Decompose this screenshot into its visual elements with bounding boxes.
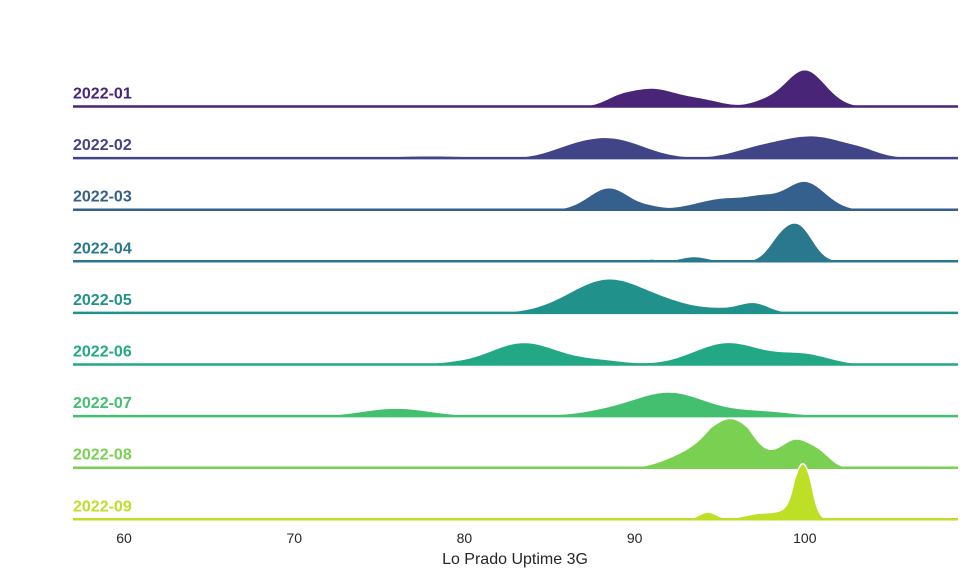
ridge-area bbox=[73, 222, 958, 263]
row-label: 2022-01 bbox=[73, 86, 132, 103]
ridge-2022-02: 2022-02 bbox=[73, 134, 959, 160]
ridge-2022-03: 2022-03 bbox=[73, 180, 958, 211]
ridge-area bbox=[73, 134, 959, 159]
ridge-2022-07: 2022-07 bbox=[73, 391, 958, 418]
row-label: 2022-05 bbox=[73, 292, 132, 309]
row-label: 2022-04 bbox=[73, 240, 132, 257]
x-axis-title: Lo Prado Uptime 3G bbox=[442, 551, 588, 568]
ridge-2022-06: 2022-06 bbox=[73, 341, 958, 366]
x-tick-label: 100 bbox=[793, 530, 817, 546]
ridge-area bbox=[73, 68, 958, 108]
row-label: 2022-07 bbox=[73, 395, 132, 412]
row-label: 2022-09 bbox=[73, 498, 132, 515]
row-label: 2022-08 bbox=[73, 447, 132, 464]
ridge-area bbox=[73, 391, 958, 417]
ridge-2022-09: 2022-09 bbox=[73, 462, 958, 521]
ridge-2022-04: 2022-04 bbox=[73, 222, 958, 263]
row-label: 2022-06 bbox=[73, 344, 132, 361]
ridge-2022-08: 2022-08 bbox=[73, 417, 958, 469]
ridge-area bbox=[73, 341, 958, 366]
x-tick-label: 60 bbox=[116, 530, 132, 546]
x-axis: 60 70 80 90 100 bbox=[116, 530, 816, 546]
row-label: 2022-03 bbox=[73, 189, 132, 206]
ridge-area bbox=[73, 278, 958, 314]
ridge-2022-01: 2022-01 bbox=[73, 68, 958, 108]
row-label: 2022-02 bbox=[73, 137, 132, 154]
ridge-2022-05: 2022-05 bbox=[73, 278, 958, 315]
ridges-group: 2022-01 2022-02 2022-03 2022-04 2022-05 2022-… bbox=[73, 68, 959, 521]
x-tick-label: 90 bbox=[627, 530, 643, 546]
ridge-area bbox=[73, 417, 958, 469]
ridge-area bbox=[73, 180, 958, 211]
ridge-area bbox=[73, 462, 958, 521]
x-tick-label: 80 bbox=[457, 530, 473, 546]
x-tick-label: 70 bbox=[286, 530, 302, 546]
